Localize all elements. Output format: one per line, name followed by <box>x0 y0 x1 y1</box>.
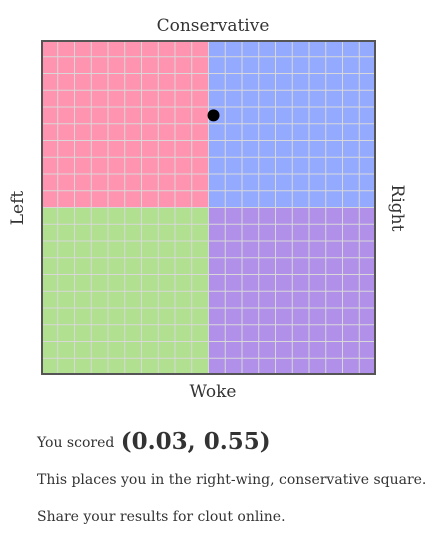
placement-text: This places you in the right-wing, conse… <box>37 472 427 488</box>
political-compass-chart <box>41 40 376 375</box>
score-value: (0.03, 0.55) <box>120 428 271 455</box>
share-text: Share your results for clout online. <box>37 509 286 525</box>
score-point <box>207 109 220 122</box>
chart-border <box>41 40 376 375</box>
score-prefix: You scored <box>37 435 115 451</box>
axis-label-woke: Woke <box>189 382 237 402</box>
score-line: You scored (0.03, 0.55) <box>37 428 271 455</box>
axis-label-right: Right <box>387 184 407 232</box>
axis-label-left: Left <box>8 190 28 226</box>
grid-lines <box>41 40 376 375</box>
axis-label-conservative: Conservative <box>156 16 270 36</box>
